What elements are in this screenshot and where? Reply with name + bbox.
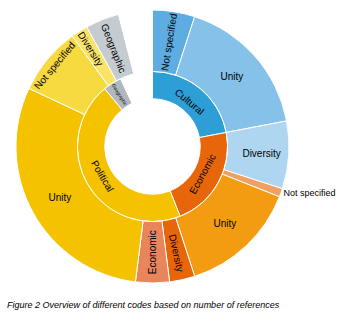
svg-text:Not specified: Not specified	[32, 40, 77, 92]
svg-text:Economic: Economic	[147, 230, 158, 274]
svg-text:Unity: Unity	[214, 218, 237, 229]
svg-text:Not specified: Not specified	[283, 188, 335, 198]
svg-text:Not specified: Not specified	[159, 13, 179, 72]
svg-text:Economic: Economic	[187, 152, 218, 196]
svg-text:Diversity: Diversity	[75, 29, 106, 68]
svg-text:Political: Political	[89, 158, 116, 193]
svg-text:Diversity: Diversity	[242, 148, 280, 159]
svg-text:Diversity: Diversity	[167, 233, 186, 273]
svg-text:Geographic: Geographic	[110, 82, 129, 107]
svg-text:Unity: Unity	[220, 71, 243, 82]
svg-text:Unity: Unity	[48, 192, 71, 203]
svg-text:Figure 2 Overview of different: Figure 2 Overview of different codes bas…	[7, 300, 280, 310]
svg-text:Geographic: Geographic	[99, 22, 129, 75]
svg-text:Cultural: Cultural	[173, 87, 207, 117]
